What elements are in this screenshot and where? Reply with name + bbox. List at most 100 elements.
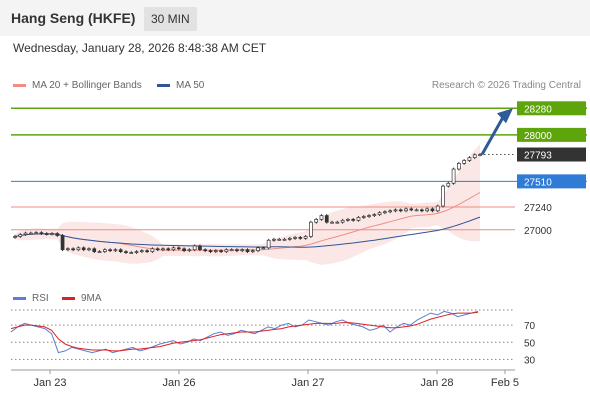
candle-body bbox=[383, 211, 387, 214]
candle-body bbox=[377, 212, 382, 215]
rsi-tick-label: 50 bbox=[524, 338, 536, 349]
candle-body bbox=[414, 209, 419, 212]
legend-9ma-label: 9MA bbox=[81, 293, 102, 304]
candle-body bbox=[166, 248, 171, 251]
rsi-swatch bbox=[13, 296, 26, 300]
candle-body bbox=[71, 248, 75, 251]
level-label: 27510 bbox=[524, 177, 552, 188]
chart-title: Hang Seng (HKFE) bbox=[11, 10, 136, 26]
candle-body bbox=[50, 233, 54, 235]
candle-body bbox=[282, 238, 287, 241]
x-tick-label: Jan 28 bbox=[420, 377, 453, 389]
candle-body bbox=[462, 160, 466, 164]
candle-body bbox=[219, 250, 223, 253]
candle-body bbox=[129, 252, 134, 254]
x-tick-label: Jan 23 bbox=[33, 377, 66, 389]
x-tick-label: Jan 26 bbox=[162, 377, 195, 389]
forecast-arrow-head bbox=[497, 108, 513, 124]
candle-body bbox=[256, 247, 260, 252]
chart-header: Hang Seng (HKFE) 30 MIN bbox=[0, 0, 590, 36]
level-tag bbox=[517, 147, 586, 162]
candle-body bbox=[29, 232, 33, 235]
legend-rsi: RSI bbox=[13, 293, 49, 304]
candle-body bbox=[314, 219, 319, 223]
legend-rsi-label: RSI bbox=[32, 293, 49, 304]
candle-body bbox=[208, 250, 213, 253]
candle-body bbox=[472, 154, 477, 158]
timeframe-button[interactable]: 30 MIN bbox=[144, 7, 197, 31]
candle-body bbox=[457, 162, 461, 170]
candle-body bbox=[108, 249, 112, 252]
candle-body bbox=[34, 232, 38, 234]
candle-body bbox=[261, 247, 266, 250]
candle-body bbox=[420, 209, 424, 212]
candle-body bbox=[240, 249, 245, 252]
candle-body bbox=[372, 214, 377, 216]
candle-body bbox=[451, 168, 456, 184]
candle-body bbox=[87, 248, 91, 251]
candle-body bbox=[139, 250, 144, 253]
candle-body bbox=[425, 208, 430, 212]
level-label: 27000 bbox=[524, 226, 552, 237]
candle-body bbox=[404, 208, 408, 212]
bollinger-band bbox=[15, 144, 480, 265]
candle-body bbox=[81, 247, 86, 251]
ma50-line bbox=[14, 216, 481, 248]
candle-body bbox=[467, 157, 472, 161]
candle-body bbox=[150, 248, 155, 252]
candle-body bbox=[346, 219, 350, 221]
candle-body bbox=[171, 247, 176, 251]
candle-body bbox=[145, 250, 149, 253]
candle-body bbox=[92, 248, 97, 252]
candle-body bbox=[60, 235, 65, 251]
forecast-arrow-shaft bbox=[480, 116, 505, 156]
level-label: 27793 bbox=[524, 151, 552, 162]
candle-body bbox=[330, 221, 334, 224]
legend-ma50: MA 50 bbox=[157, 80, 204, 91]
candle-body bbox=[187, 249, 192, 252]
candle-body bbox=[13, 236, 17, 238]
candle-body bbox=[293, 237, 297, 239]
candle-body bbox=[272, 238, 276, 241]
candle-body bbox=[430, 208, 435, 212]
candle-body bbox=[55, 233, 60, 236]
candle-body bbox=[65, 248, 70, 251]
candle-body bbox=[309, 221, 313, 237]
candle-body bbox=[155, 248, 160, 251]
candle-body bbox=[224, 249, 229, 252]
candle-body bbox=[351, 219, 356, 221]
candle-body bbox=[388, 210, 393, 213]
candle-body bbox=[213, 250, 218, 253]
ma20-swatch bbox=[13, 83, 26, 87]
candle-body bbox=[356, 217, 361, 221]
candle-body bbox=[118, 249, 123, 252]
candle-body bbox=[409, 208, 414, 211]
candle-body bbox=[361, 216, 366, 218]
candle-body bbox=[245, 249, 250, 252]
candle-body bbox=[303, 236, 308, 239]
candle-body bbox=[18, 234, 23, 237]
candle-body bbox=[298, 237, 303, 239]
candle-body bbox=[324, 215, 329, 223]
rsi-9ma-line bbox=[10, 311, 479, 352]
rsi-tick-label: 70 bbox=[524, 321, 536, 332]
candle-body bbox=[176, 247, 181, 250]
candle-body bbox=[229, 249, 234, 252]
candle-body bbox=[250, 250, 255, 253]
legend-ma50-label: MA 50 bbox=[176, 80, 205, 91]
candle-body bbox=[478, 154, 482, 156]
candle-body bbox=[23, 232, 28, 235]
legend-ma20-label: MA 20 + Bollinger Bands bbox=[32, 80, 142, 91]
candle-body bbox=[441, 185, 445, 207]
level-label: 27240 bbox=[524, 203, 552, 214]
candle-body bbox=[161, 248, 165, 251]
level-tag bbox=[517, 101, 586, 116]
candle-body bbox=[287, 237, 292, 240]
candle-body bbox=[367, 215, 371, 217]
candle-body bbox=[192, 245, 197, 251]
candle-body bbox=[39, 232, 44, 234]
candle-body bbox=[446, 182, 451, 187]
legend-ma20: MA 20 + Bollinger Bands bbox=[13, 80, 142, 91]
candle-body bbox=[102, 249, 107, 252]
